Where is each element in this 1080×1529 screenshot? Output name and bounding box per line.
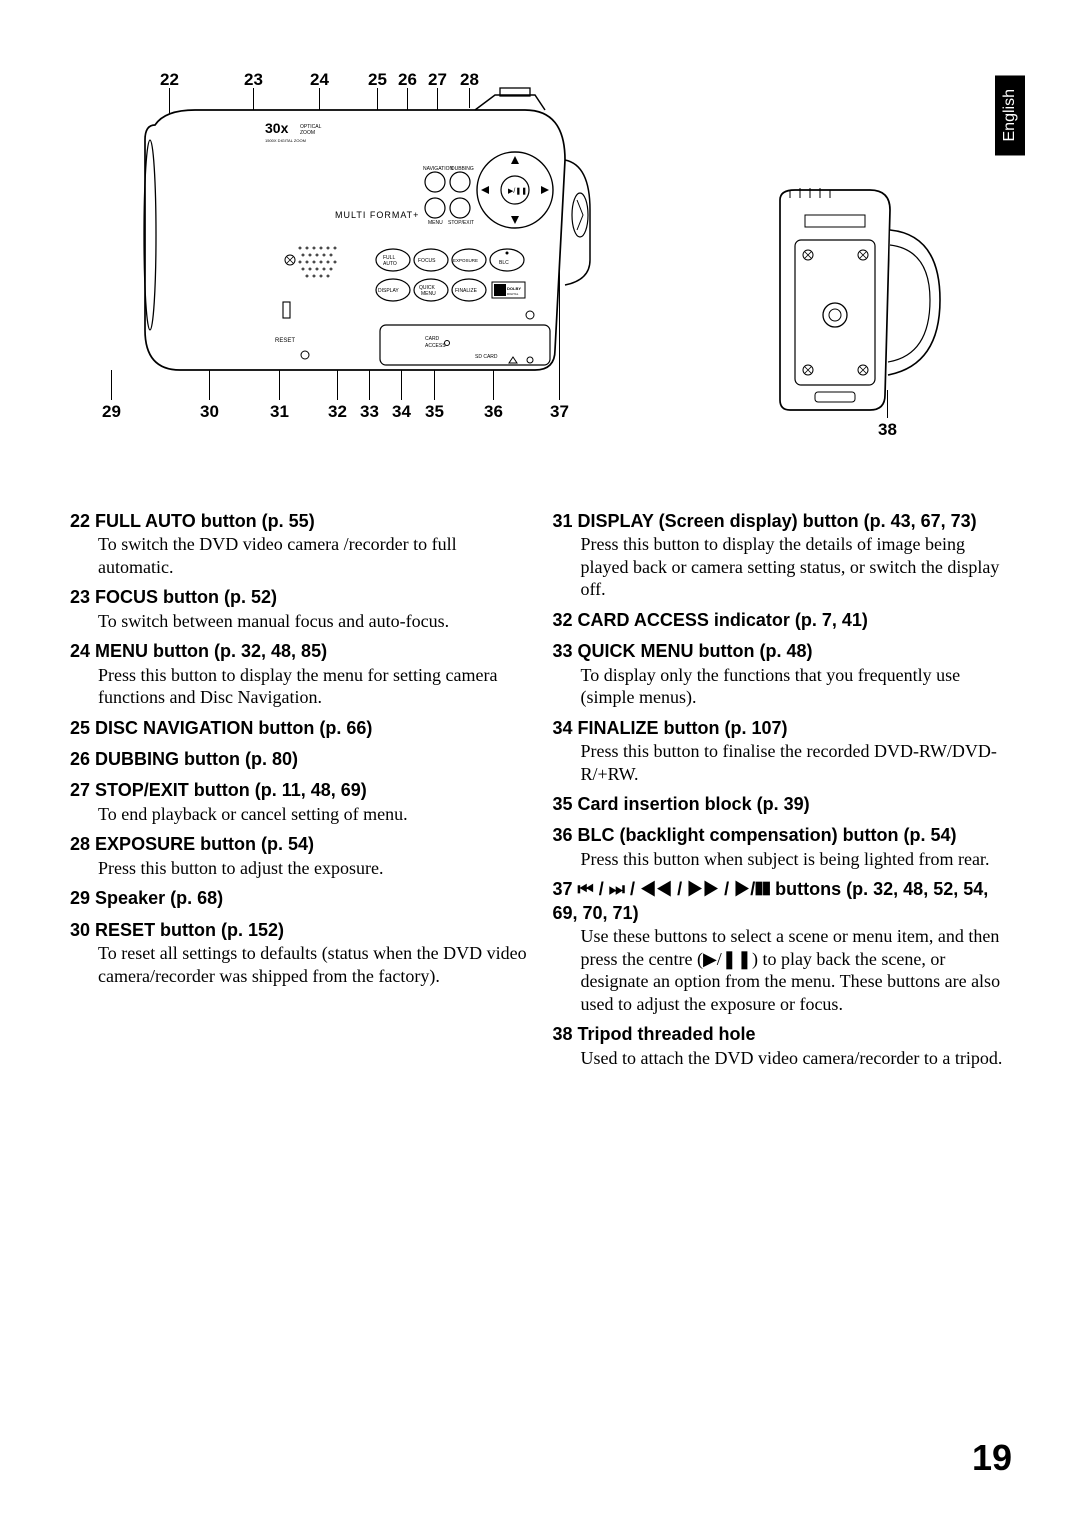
- camera-left-diagram: 30x OPTICAL ZOOM 1500X DIGITAL ZOOM ▶/❚❚…: [135, 70, 645, 400]
- entry-33: 33 QUICK MENU button (p. 48)To display o…: [553, 640, 1011, 708]
- svg-text:AUTO: AUTO: [383, 261, 397, 267]
- entry-37: 37 ⏮ / ⏭ / ◀◀ / ▶▶ / ▶/❚❚ buttons (p. 32…: [553, 878, 1011, 1015]
- svg-text:DOLBY: DOLBY: [507, 286, 521, 291]
- callout-37: 37: [550, 402, 569, 422]
- entry-27: 27 STOP/EXIT button (p. 11, 48, 69)To en…: [70, 779, 528, 825]
- entry-30: 30 RESET button (p. 152)To reset all set…: [70, 919, 528, 987]
- svg-text:STOP/EXIT: STOP/EXIT: [448, 220, 474, 226]
- svg-text:DISPLAY: DISPLAY: [378, 288, 399, 294]
- callout-31: 31: [270, 402, 289, 422]
- callout-29: 29: [102, 402, 121, 422]
- svg-text:NAVIGATION: NAVIGATION: [423, 166, 453, 172]
- entry-25: 25 DISC NAVIGATION button (p. 66): [70, 717, 528, 740]
- svg-text:DIGITAL: DIGITAL: [507, 292, 519, 296]
- svg-text:MENU: MENU: [421, 291, 436, 297]
- svg-text:EXPOSURE: EXPOSURE: [453, 258, 478, 263]
- callout-36: 36: [484, 402, 503, 422]
- entry-23: 23 FOCUS button (p. 52)To switch between…: [70, 586, 528, 632]
- entry-32: 32 CARD ACCESS indicator (p. 7, 41): [553, 609, 1011, 632]
- svg-text:CARD: CARD: [425, 336, 440, 342]
- svg-text:DUBBING: DUBBING: [451, 166, 474, 172]
- camera-bottom-diagram: [760, 170, 1010, 420]
- figures-area: 22 23 24 25 26 27 28 29 30 31 32 33 34 3…: [70, 70, 1010, 450]
- svg-text:MULTI FORMAT+: MULTI FORMAT+: [335, 210, 419, 220]
- entry-28: 28 EXPOSURE button (p. 54)Press this but…: [70, 833, 528, 879]
- callout-38: 38: [878, 420, 897, 440]
- manual-page: English 22 23 24 25 26 27 28 29 30 31 32…: [0, 0, 1080, 1529]
- entry-26: 26 DUBBING button (p. 80): [70, 748, 528, 771]
- svg-text:MENU: MENU: [428, 220, 443, 226]
- entry-29: 29 Speaker (p. 68): [70, 887, 528, 910]
- entry-24: 24 MENU button (p. 32, 48, 85)Press this…: [70, 640, 528, 708]
- zoom-text: 30x: [265, 120, 289, 136]
- entry-34: 34 FINALIZE button (p. 107)Press this bu…: [553, 717, 1011, 785]
- left-column: 22 FULL AUTO button (p. 55)To switch the…: [70, 510, 528, 1077]
- entry-31: 31 DISPLAY (Screen display) button (p. 4…: [553, 510, 1011, 601]
- entry-36: 36 BLC (backlight compensation) button (…: [553, 824, 1011, 870]
- description-columns: 22 FULL AUTO button (p. 55)To switch the…: [70, 510, 1010, 1077]
- leader-29: [111, 370, 112, 400]
- callout-35: 35: [425, 402, 444, 422]
- svg-text:ZOOM: ZOOM: [300, 130, 315, 136]
- page-number: 19: [972, 1437, 1012, 1479]
- entry-35: 35 Card insertion block (p. 39): [553, 793, 1011, 816]
- callout-30: 30: [200, 402, 219, 422]
- entry-38: 38 Tripod threaded holeUsed to attach th…: [553, 1023, 1011, 1069]
- callout-32: 32: [328, 402, 347, 422]
- svg-text:BLC: BLC: [499, 260, 509, 266]
- right-column: 31 DISPLAY (Screen display) button (p. 4…: [553, 510, 1011, 1077]
- callout-33: 33: [360, 402, 379, 422]
- zoom-sub2: 1500X DIGITAL ZOOM: [265, 138, 306, 143]
- svg-text:FINALIZE: FINALIZE: [455, 288, 478, 294]
- svg-text:RESET: RESET: [275, 338, 295, 344]
- svg-text:SD CARD: SD CARD: [475, 354, 498, 360]
- entry-22: 22 FULL AUTO button (p. 55)To switch the…: [70, 510, 528, 578]
- svg-text:▶/❚❚: ▶/❚❚: [508, 187, 527, 195]
- svg-text:FOCUS: FOCUS: [418, 258, 436, 264]
- svg-text:ACCESS: ACCESS: [425, 343, 446, 349]
- callout-34: 34: [392, 402, 411, 422]
